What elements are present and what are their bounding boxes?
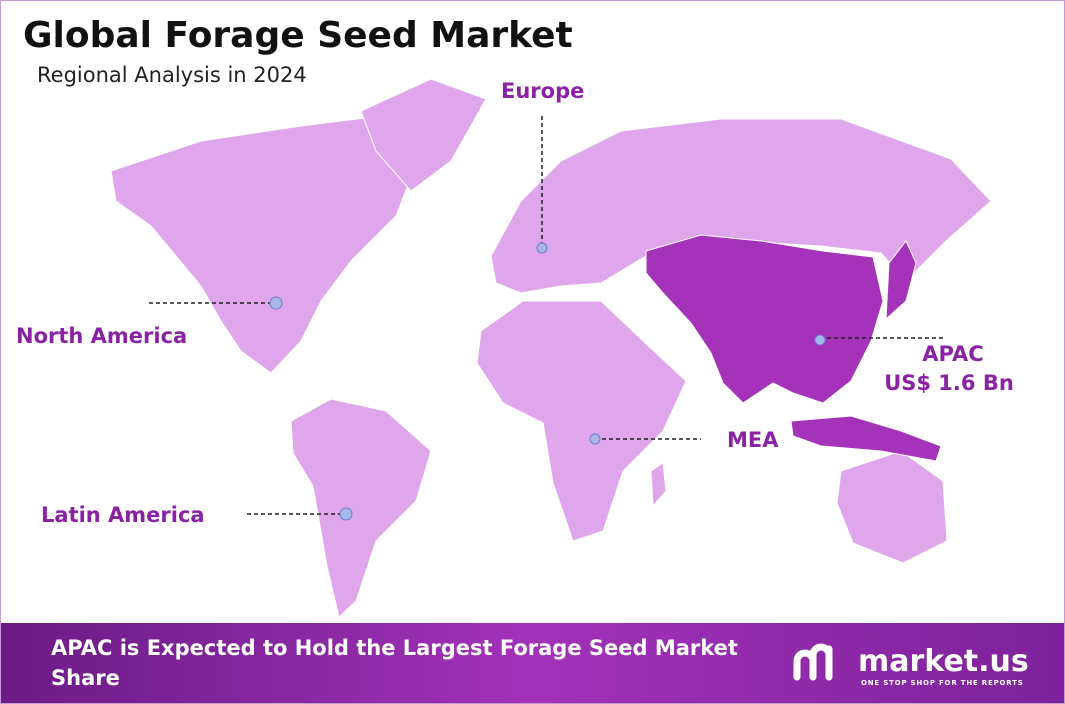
marker — [589, 433, 601, 445]
footer-text: APAC is Expected to Hold the Largest For… — [51, 636, 738, 690]
footer-text-box: APAC is Expected to Hold the Largest For… — [51, 636, 738, 690]
marker — [814, 334, 826, 346]
marker — [536, 242, 548, 254]
logo-icon — [793, 643, 833, 681]
brand-name: market.us — [858, 644, 1029, 679]
apac-region — [645, 234, 884, 404]
indonesia — [790, 415, 942, 462]
north-america — [110, 115, 422, 374]
brand-tagline: ONE STOP SHOP FOR THE REPORTS — [861, 679, 1024, 687]
africa — [476, 300, 687, 542]
madagascar — [650, 462, 667, 508]
marker — [269, 296, 283, 310]
subtitle: Regional Analysis in 2024 — [37, 63, 307, 87]
callouts: Europe North America Latin America MEA A… — [16, 79, 1014, 527]
footer-band — [1, 623, 1064, 703]
south-america — [290, 398, 432, 618]
japan — [885, 240, 917, 321]
region-label: Latin America — [41, 503, 205, 527]
region-label: APAC — [922, 342, 983, 366]
region-label: MEA — [727, 428, 779, 452]
world-map — [110, 78, 992, 618]
brand-logo: market.us ONE STOP SHOP FOR THE REPORTS — [793, 643, 1029, 687]
region-label: North America — [16, 324, 187, 348]
greenland — [360, 78, 487, 192]
marker — [339, 507, 353, 521]
australia — [836, 450, 948, 564]
region-value: US$ 1.6 Bn — [884, 371, 1014, 395]
title: Global Forage Seed Market — [23, 15, 573, 56]
region-label: Europe — [501, 79, 584, 103]
